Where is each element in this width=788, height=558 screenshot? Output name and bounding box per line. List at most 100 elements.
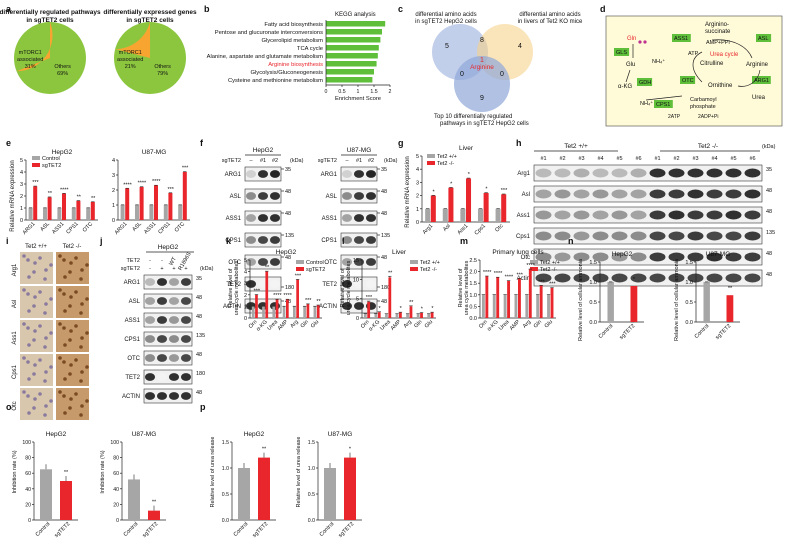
ihc-nucleus (26, 394, 30, 398)
x-tick-label: ASL (131, 221, 143, 233)
lane-label: #2 (272, 158, 278, 164)
ihc-nucleus (49, 331, 53, 335)
bar-treatment (148, 510, 160, 520)
kda-marker: 180 (381, 285, 390, 291)
pie-title: differentially regulated pathways (0, 9, 101, 16)
ihc-image (56, 388, 89, 420)
x-tick-label: Gln (413, 319, 423, 329)
kda-marker: 180 (196, 371, 205, 377)
blot-band (592, 210, 609, 220)
ihc-nucleus (79, 277, 83, 281)
y-tick-label: 3 (244, 281, 247, 287)
bar-treatment (286, 299, 289, 318)
pie-title: in sgTET2 cells (126, 17, 174, 24)
ihc-nucleus (22, 322, 26, 326)
ihc-row-label: Asl (12, 300, 18, 308)
blot-band (168, 354, 180, 362)
ihc-nucleus (68, 406, 72, 410)
venn-label: Top 10 differentially regulated (434, 114, 512, 120)
blot-band (353, 170, 365, 178)
bar-treatment (496, 277, 500, 318)
blot-band (245, 192, 257, 200)
kda-marker: 48 (766, 251, 772, 257)
metabolite: NH₄⁺ (640, 100, 653, 107)
bar-control (238, 468, 250, 520)
ihc-nucleus (32, 372, 36, 376)
blot-band (144, 354, 156, 362)
bar-control (163, 205, 168, 220)
ihc-nucleus (85, 399, 89, 403)
ihc-nucleus (22, 356, 26, 360)
column-header: Tet2 -/- (63, 244, 82, 250)
ihc-nucleus (63, 411, 67, 415)
metabolite: AMP+PPi (706, 40, 730, 46)
blot-band (554, 168, 571, 178)
kegg-bar (326, 69, 374, 75)
blot-band (269, 236, 281, 244)
blot-row-label: ACTIN (319, 304, 337, 310)
y-tick-label: 15 (353, 258, 359, 264)
ihc-nucleus (74, 324, 78, 328)
ihc-nucleus (49, 297, 53, 301)
ihc-nucleus (49, 263, 53, 267)
x-tick-label: Gln (300, 319, 310, 329)
blot-row-label: OTC (324, 260, 337, 266)
ihc-nucleus (32, 406, 36, 410)
kegg-bar (326, 37, 381, 43)
blot-membrane (533, 227, 763, 245)
blot-band (144, 278, 156, 286)
metabolite: Urea (752, 95, 766, 101)
kegg-term: Glycolysis/Gluconeogenesis (251, 70, 324, 76)
blot-membrane (533, 185, 763, 203)
dot (643, 40, 647, 44)
ihc-nucleus (79, 379, 83, 383)
kegg-term: Pentose and glucuronate interconversions (215, 30, 323, 36)
bar-treatment (430, 312, 434, 318)
x-tick-label: Gln (533, 319, 543, 329)
y-tick-label: 0.0 (469, 316, 477, 322)
blot-band (269, 192, 281, 200)
bar-treatment (125, 188, 130, 220)
kda-marker: 48 (196, 295, 202, 301)
kda-header: (kDa) (762, 144, 776, 150)
ihc-nucleus (79, 413, 83, 417)
significance-star: * (349, 447, 352, 453)
blot-band (180, 392, 192, 400)
blot-band (725, 231, 742, 241)
lane-header: sgTET2 (318, 158, 337, 164)
x-tick-label: Glu (544, 319, 554, 329)
blot-band (630, 231, 647, 241)
blot-band (687, 168, 704, 178)
bar-treatment (47, 197, 52, 220)
x-tick-label: ASS1 (51, 221, 65, 235)
blot-band (257, 214, 269, 222)
blot-band (668, 168, 685, 178)
blot-band (353, 192, 365, 200)
bar-control (251, 306, 255, 318)
lane-label: #1 (654, 156, 660, 162)
ihc-nucleus (62, 360, 66, 364)
significance-star: ** (265, 265, 270, 271)
bar-control (495, 208, 501, 222)
significance-star: *** (538, 279, 545, 285)
bar-control (272, 306, 276, 318)
ihc-nucleus (44, 370, 48, 374)
bar-treatment (316, 305, 320, 318)
blot-band (341, 280, 353, 288)
blot-band (257, 192, 269, 200)
blot-membrane (143, 274, 193, 290)
ihc-nucleus (62, 258, 66, 262)
blot-band (744, 189, 761, 199)
ihc-nucleus (68, 270, 72, 274)
y-tick-label: 3 (112, 173, 115, 179)
blot-band (341, 236, 353, 244)
panel-i: i Tet2 +/+ Tet2 -/- Arg1 Asl Ass1 Cps1 Otc (6, 236, 89, 420)
ihc-nucleus (27, 275, 31, 279)
metabolite: Carbamoyl (690, 97, 717, 103)
kegg-bar (326, 61, 377, 67)
blot-band (554, 210, 571, 220)
lane-label: #3 (692, 156, 698, 162)
blot-row-label: Asl (522, 192, 530, 198)
metabolite: Arginino- (705, 22, 729, 28)
ihc-nucleus (85, 331, 89, 335)
